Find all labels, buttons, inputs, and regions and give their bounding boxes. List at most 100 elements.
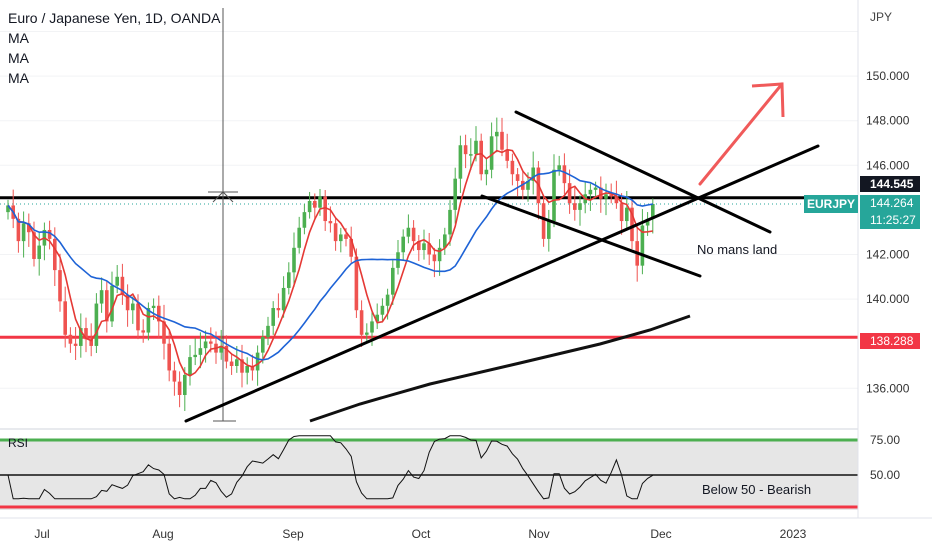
candle-body (73, 343, 78, 346)
candles (6, 117, 655, 411)
candle-body (354, 256, 359, 311)
candle-body (380, 305, 385, 315)
price-axis: 150.000 148.000 146.000 142.000 140.000 136.0… (857, 0, 910, 518)
indicator-label-ma-1[interactable]: MA (8, 30, 29, 46)
candle-body (146, 308, 151, 333)
candle-body (266, 325, 270, 338)
rsi-line (7, 435, 654, 500)
candle-body (162, 321, 166, 344)
candle-body (89, 339, 93, 346)
indicator-label-ma-2[interactable]: MA (8, 50, 29, 66)
candle-body (229, 361, 234, 366)
candle-body (479, 140, 483, 175)
rsi-tick-label: 75.00 (870, 433, 900, 447)
ma-mid-line (7, 169, 653, 361)
candle-body (333, 223, 338, 242)
candle-body (235, 359, 239, 366)
rsi-bearish-note: Below 50 - Bearish (702, 482, 812, 497)
symbol-badge: EURJPY (804, 195, 858, 213)
candle-body (391, 267, 395, 295)
ma-fast-line (7, 148, 653, 377)
candle-body (588, 189, 593, 195)
time-tick-label: Dec (650, 527, 671, 541)
candle-body (422, 243, 426, 251)
candle-body (401, 236, 405, 253)
candle-body (567, 183, 572, 204)
candle-body (141, 330, 145, 333)
candle-body (99, 290, 104, 304)
candle-body (510, 160, 515, 175)
candle-body (16, 218, 21, 242)
candle-body (302, 212, 307, 228)
candle-body (276, 308, 281, 311)
candle-body (245, 366, 249, 373)
candle-body (505, 149, 509, 161)
time-tick-label: Aug (152, 527, 173, 541)
projection-arrow-shaft (698, 82, 784, 186)
last-price: 144.264 (870, 196, 914, 210)
no-mans-land-note: No mans land (697, 242, 778, 257)
candle-body (562, 165, 567, 184)
candle-body (515, 174, 520, 181)
candle-body (495, 131, 499, 137)
candle-body (183, 374, 187, 395)
candle-body (307, 200, 312, 213)
price-tick-label: 148.000 (866, 114, 910, 128)
candle-body (261, 337, 265, 353)
candle-body (500, 131, 504, 150)
measure-arrowhead (212, 191, 234, 203)
rsi-label: RSI (8, 436, 29, 450)
chart-grid (0, 31, 858, 389)
candle-body (167, 343, 171, 371)
candle-body (125, 294, 130, 311)
time-tick-label: Jul (34, 527, 49, 541)
candle-body (157, 305, 161, 322)
candle-body (619, 203, 624, 222)
channel-lower-line (480, 194, 702, 278)
candle-body (547, 221, 551, 239)
candle-body (526, 180, 530, 190)
rsi-tick-label: 50.00 (870, 468, 900, 482)
candle-body (131, 303, 135, 311)
candle-body (427, 243, 431, 255)
candle-body (255, 352, 260, 371)
candle-body (203, 341, 208, 349)
candle-body (37, 245, 41, 259)
candle-body (250, 366, 255, 371)
candle-body (625, 207, 629, 222)
candle-body (240, 359, 244, 373)
candle-body (541, 203, 546, 239)
projection-arrowhead (751, 82, 785, 118)
time-axis: Jul Aug Sep Oct Nov Dec 2023 (0, 517, 932, 541)
candle-body (359, 310, 364, 335)
candle-body (224, 345, 229, 362)
indicator-label-ma-3[interactable]: MA (8, 70, 29, 86)
price-tick-label: 140.000 (866, 292, 910, 306)
resistance-price-badge: 144.545 (860, 176, 920, 192)
rising-trendline (184, 144, 820, 423)
candle-body (47, 229, 52, 239)
candle-body (84, 328, 88, 340)
candle-body (599, 187, 603, 199)
candle-body (151, 305, 156, 309)
candle-body (593, 187, 598, 190)
candle-body (437, 247, 442, 262)
candle-body (484, 169, 489, 175)
candle-body (105, 290, 109, 322)
time-tick-label: 2023 (780, 527, 807, 541)
candle-body (136, 303, 140, 331)
candle-body (370, 321, 374, 333)
candle-body (94, 303, 99, 346)
candle-body (557, 165, 561, 170)
candle-body (640, 225, 645, 266)
currency-label: JPY (870, 10, 893, 24)
candle-body (453, 178, 457, 210)
candle-body (177, 381, 182, 395)
channel-upper-line (514, 110, 772, 234)
candle-body (79, 328, 83, 346)
candle-body (53, 238, 57, 271)
bar-countdown: 11:25:27 (870, 213, 916, 227)
candle-body (328, 221, 333, 224)
candle-body (6, 205, 10, 213)
